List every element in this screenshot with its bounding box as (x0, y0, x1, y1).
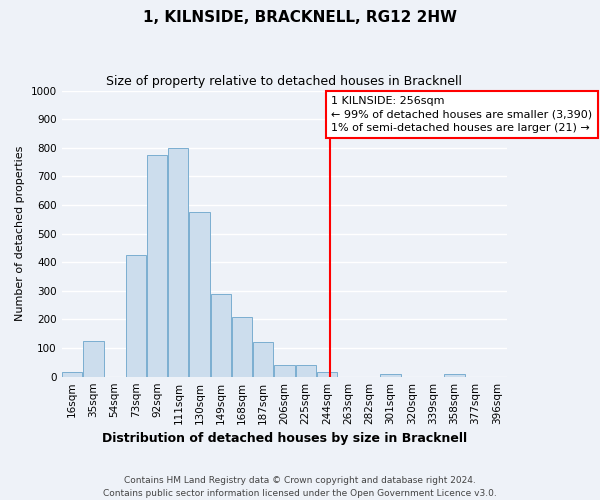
Title: Size of property relative to detached houses in Bracknell: Size of property relative to detached ho… (106, 75, 463, 88)
Bar (232, 316, 252, 376)
Bar (444, 374, 464, 376)
Text: 1 KILNSIDE: 256sqm
← 99% of detached houses are smaller (3,390)
1% of semi-detac: 1 KILNSIDE: 256sqm ← 99% of detached hou… (331, 96, 593, 132)
Bar (190, 212, 210, 376)
Bar (274, 365, 295, 376)
Bar (211, 294, 231, 376)
Bar (296, 365, 316, 376)
X-axis label: Distribution of detached houses by size in Bracknell: Distribution of detached houses by size … (102, 432, 467, 445)
Bar (62, 372, 82, 376)
Bar (147, 155, 167, 376)
Text: 1, KILNSIDE, BRACKNELL, RG12 2HW: 1, KILNSIDE, BRACKNELL, RG12 2HW (143, 10, 457, 25)
Y-axis label: Number of detached properties: Number of detached properties (15, 146, 25, 322)
Bar (83, 341, 104, 376)
Bar (380, 374, 401, 376)
Bar (253, 342, 274, 376)
Bar (317, 372, 337, 376)
Bar (168, 148, 188, 376)
Bar (125, 255, 146, 376)
Text: Contains HM Land Registry data © Crown copyright and database right 2024.
Contai: Contains HM Land Registry data © Crown c… (103, 476, 497, 498)
